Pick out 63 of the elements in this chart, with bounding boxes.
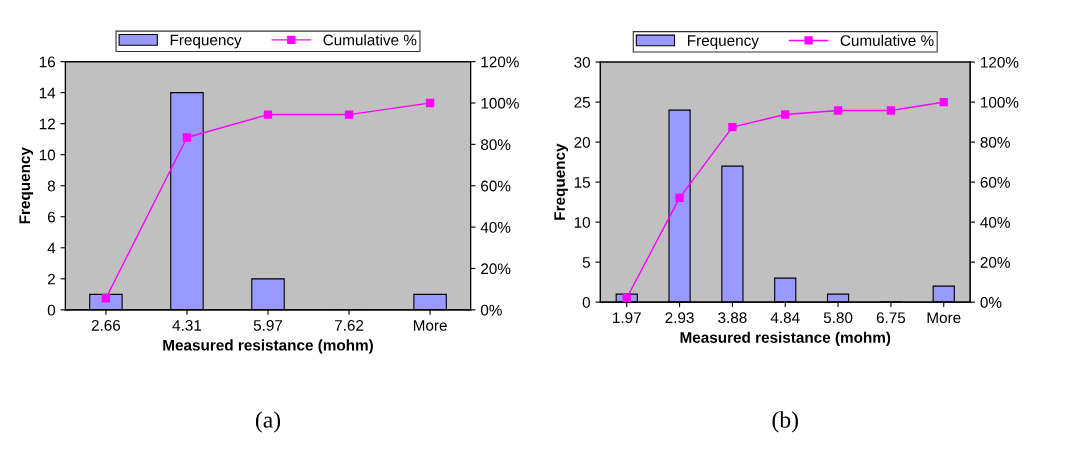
- x-tick-label: 2.93: [665, 312, 694, 324]
- point: [182, 133, 192, 142]
- point: [728, 122, 737, 132]
- y-tick-label: 0: [47, 304, 56, 316]
- text: (b): [772, 411, 798, 433]
- y2-tick-label: 20%: [481, 263, 511, 275]
- point: [675, 193, 684, 203]
- legend-label: Frequency: [170, 34, 242, 49]
- y-axis-title: Frequency: [19, 147, 34, 224]
- y-axis-title: Frequency: [554, 143, 569, 220]
- y2-tick-label: 0%: [480, 304, 502, 316]
- y-tick-label: 30: [574, 56, 590, 68]
- y-tick-label: 2: [47, 273, 55, 285]
- y2-tick-label: 100%: [481, 97, 519, 109]
- y2-tick-label: 120%: [981, 56, 1019, 68]
- y2-tick-label: 80%: [980, 136, 1010, 148]
- y2-tick-label: 80%: [480, 139, 511, 151]
- y-tick-label: 12: [39, 118, 55, 130]
- text: (a): [255, 411, 281, 433]
- y2-tick-label: 20%: [980, 257, 1010, 268]
- point: [263, 110, 273, 119]
- x-tick-label: 6.75: [876, 312, 906, 324]
- x-tick-label: 4.31: [172, 319, 202, 331]
- y-tick-label: 10: [574, 216, 590, 228]
- x-tick-label: More: [413, 320, 447, 331]
- x-tick-label: More: [927, 312, 961, 324]
- point: [781, 110, 790, 119]
- point: [425, 98, 435, 108]
- y-tick-label: 10: [39, 149, 56, 161]
- legend-label: Frequency: [688, 35, 759, 49]
- y-tick-label: 4: [47, 242, 56, 254]
- y2-tick-label: 100%: [981, 96, 1019, 108]
- legend-label: Cumulative %: [840, 34, 934, 46]
- x-tick-label: 4.84: [770, 312, 800, 324]
- x-axis-title: Measured resistance (mohm): [680, 331, 891, 346]
- x-tick-label: 3.88: [718, 312, 747, 324]
- y-tick-label: 20: [574, 136, 590, 148]
- y-tick-label: 15: [574, 177, 590, 188]
- y2-tick-label: 60%: [980, 176, 1010, 188]
- y-tick-label: 16: [39, 56, 55, 68]
- y-tick-label: 6: [47, 211, 55, 223]
- point: [886, 106, 896, 115]
- y2-tick-label: 120%: [481, 56, 519, 68]
- x-tick-label: 7.62: [334, 319, 364, 331]
- point: [833, 106, 843, 115]
- y-tick-label: 8: [47, 180, 56, 192]
- x-tick-label: 2.66: [91, 319, 121, 331]
- y2-tick-label: 40%: [980, 216, 1010, 228]
- x-axis-title: Measured resistance (mohm): [163, 339, 373, 354]
- y-tick-label: 0: [582, 297, 590, 308]
- x-tick-label: 1.97: [613, 312, 641, 324]
- point: [344, 110, 354, 119]
- y2-tick-label: 40%: [480, 221, 511, 233]
- y2-tick-label: 60%: [481, 180, 511, 192]
- y-tick-label: 5: [582, 257, 590, 268]
- x-tick-label: 5.97: [253, 319, 283, 331]
- y-tick-label: 25: [574, 96, 590, 108]
- point: [622, 293, 631, 303]
- legend-label: Cumulative %: [323, 34, 417, 46]
- y-tick-label: 14: [39, 87, 56, 99]
- point: [939, 97, 948, 107]
- x-tick-label: 5.80: [823, 312, 853, 324]
- y2-tick-label: 0%: [980, 297, 1002, 308]
